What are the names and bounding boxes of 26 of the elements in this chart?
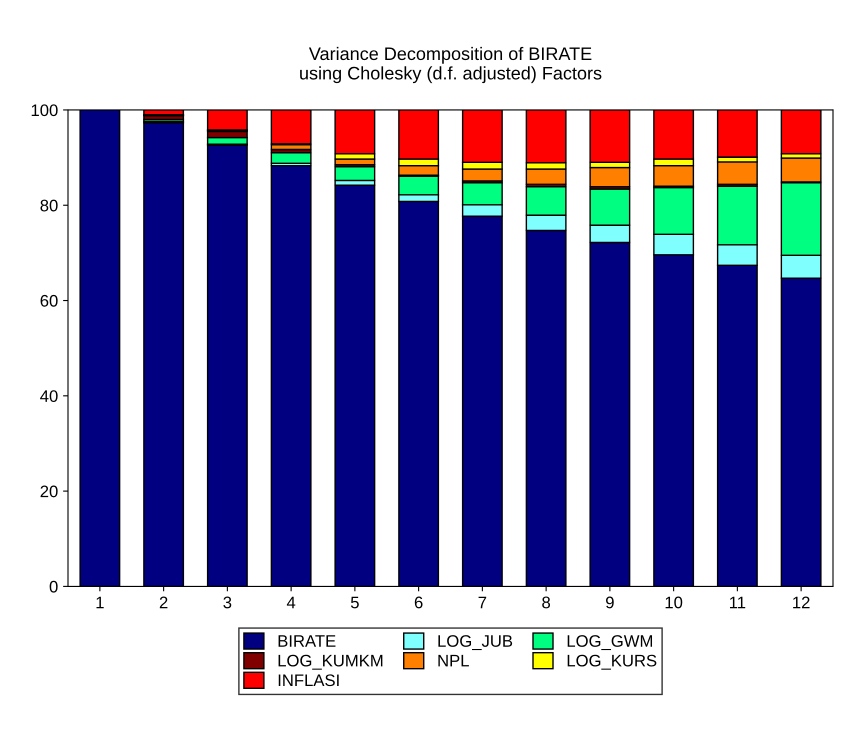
- y-tick-label: 100: [32, 104, 58, 116]
- x-tick-label: 10: [666, 596, 682, 608]
- x-tick-label: 3: [223, 596, 232, 608]
- legend-label: LOG_JUB: [438, 635, 512, 650]
- y-tick-label: 40: [40, 390, 58, 402]
- legend-label: BIRATE: [278, 635, 336, 647]
- x-tick-label: 12: [793, 596, 810, 608]
- y-tick-label: 60: [40, 294, 58, 307]
- x-tick-label: 4: [286, 596, 296, 608]
- x-tick-label: 11: [730, 596, 746, 608]
- x-tick-label: 9: [606, 596, 614, 608]
- legend-label: LOG_GWM: [568, 635, 652, 650]
- chart-title: Variance Decomposition of BIRATE using Cholesky (d.f. adjusted) Factors: [300, 46, 602, 84]
- x-tick-label: 8: [542, 596, 550, 608]
- y-tick-label: 80: [40, 200, 58, 212]
- legend-label: INFLASI: [278, 674, 339, 686]
- x-tick-label: 7: [478, 596, 486, 608]
- x-tick-label: 5: [350, 596, 359, 608]
- legend-label: LOG_KUMKM: [278, 654, 382, 670]
- x-tick-label: 1: [96, 596, 104, 608]
- y-tick-label: 20: [40, 486, 58, 498]
- x-tick-label: 2: [160, 596, 168, 608]
- y-tick-label: 0: [50, 580, 58, 593]
- legend-label: LOG_KURS: [568, 654, 656, 670]
- x-tick-label: 6: [414, 596, 423, 608]
- legend-label: NPL: [438, 654, 469, 666]
